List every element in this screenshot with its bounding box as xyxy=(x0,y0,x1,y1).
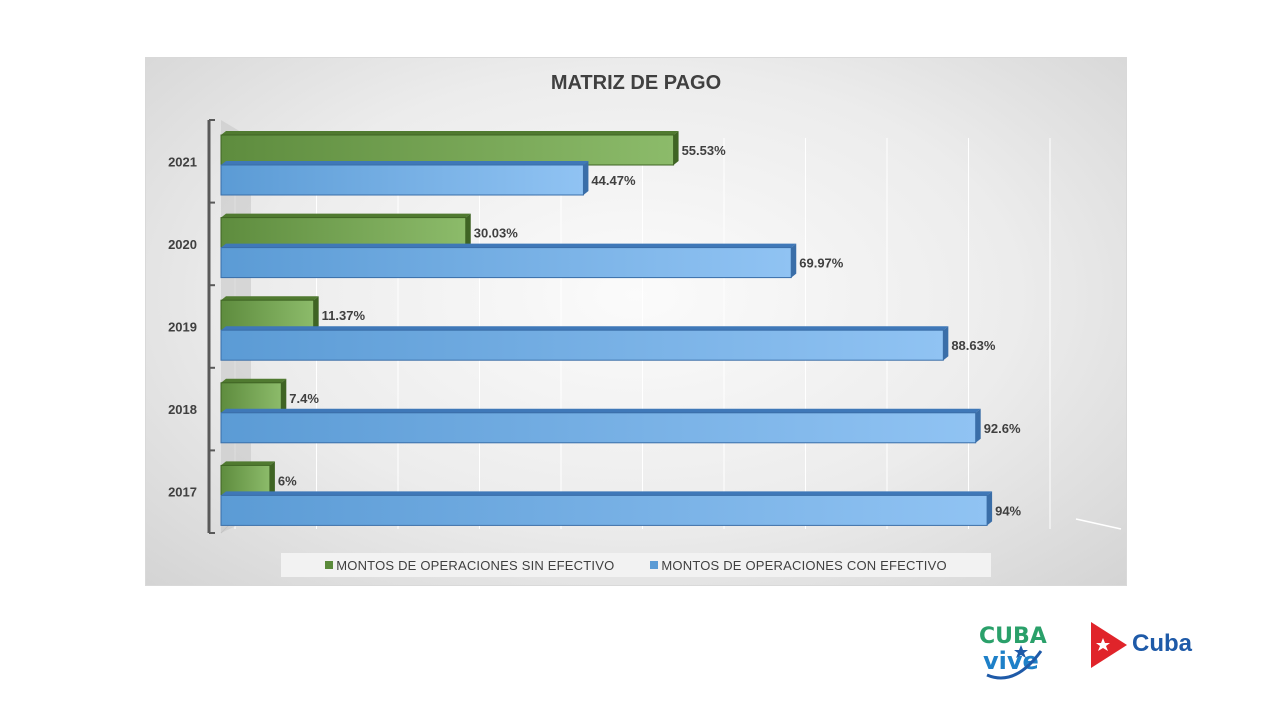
bar-end-cap xyxy=(987,491,993,526)
bar-top-face xyxy=(221,491,993,496)
bar xyxy=(220,494,988,526)
chart-legend: MONTOS DE OPERACIONES SIN EFECTIVO MONTO… xyxy=(281,553,991,577)
bar-end-cap xyxy=(943,326,949,361)
bar xyxy=(220,299,315,331)
data-label: 30.03% xyxy=(474,226,519,241)
bar-top-face xyxy=(221,296,319,301)
data-label: 11.37% xyxy=(322,308,366,323)
legend-swatch-blue xyxy=(650,561,659,569)
category-label: 2018 xyxy=(168,402,197,417)
data-label: 6% xyxy=(278,473,297,488)
legend-item-con-efectivo: MONTOS DE OPERACIONES CON EFECTIVO xyxy=(650,557,947,573)
data-label: 7.4% xyxy=(289,391,319,406)
bar xyxy=(220,329,944,361)
bar-top-face xyxy=(221,161,589,165)
cubavive-logo: CUBA vive xyxy=(979,624,1047,680)
bar-end-cap xyxy=(673,131,679,165)
data-label: 69.97% xyxy=(799,256,844,271)
legend-item-sin-efectivo: MONTOS DE OPERACIONES SIN EFECTIVO xyxy=(325,558,614,573)
data-label: 94% xyxy=(995,503,1021,518)
data-label: 55.53% xyxy=(682,143,727,158)
footer-logos: CUBA vive Cuba xyxy=(975,615,1195,685)
chart-plot-area: 2021 55.53% 44.47% 2020 30.03% 69.97% 2019 11.3… xyxy=(168,119,1122,534)
bar-top-face xyxy=(221,408,981,413)
bar-end-cap xyxy=(975,408,981,443)
bar-end-cap xyxy=(465,213,471,248)
bar-top-face xyxy=(221,326,949,331)
bar-end-cap xyxy=(583,161,589,195)
bar-end-cap xyxy=(313,296,319,331)
category-label: 2019 xyxy=(168,320,197,335)
bar xyxy=(220,217,467,249)
cubavive-text-top: CUBA xyxy=(979,624,1047,649)
bar xyxy=(220,464,271,496)
floor-right-edge xyxy=(1075,518,1122,530)
chart-container: MATRIZ DE PAGO 2021 55.53% 44.47% 2020 30.03… xyxy=(145,57,1127,586)
bar-end-cap xyxy=(281,378,287,413)
legend-label-con-efectivo: MONTOS DE OPERACIONES CON EFECTIVO xyxy=(661,557,947,573)
legend-label-sin-efectivo: MONTOS DE OPERACIONES SIN EFECTIVO xyxy=(336,557,615,573)
bar xyxy=(220,412,977,444)
cuba-logo-text: Cuba xyxy=(1132,630,1192,657)
data-label: 44.47% xyxy=(591,173,636,188)
bar xyxy=(220,164,584,196)
bar xyxy=(220,247,792,279)
bar-top-face xyxy=(221,213,471,218)
category-label: 2021 xyxy=(168,154,197,169)
bar xyxy=(220,134,675,166)
bar xyxy=(220,382,282,414)
cubavive-text-bottom: vive xyxy=(983,647,1039,675)
legend-swatch-green xyxy=(325,561,334,569)
chart-title: MATRIZ DE PAGO xyxy=(550,72,722,94)
data-label: 88.63% xyxy=(951,338,996,353)
bar-top-face xyxy=(221,243,797,248)
bar-top-face xyxy=(221,131,679,135)
bar-end-cap xyxy=(791,243,797,278)
bar-top-face xyxy=(221,378,287,383)
data-label: 92.6% xyxy=(984,421,1021,436)
bar-top-face xyxy=(221,461,275,466)
cuba-logo: Cuba xyxy=(1087,620,1192,675)
bar-end-cap xyxy=(269,461,275,496)
category-label: 2020 xyxy=(168,237,197,252)
cuba-flag-icon xyxy=(1091,622,1127,668)
category-label: 2017 xyxy=(168,485,197,500)
